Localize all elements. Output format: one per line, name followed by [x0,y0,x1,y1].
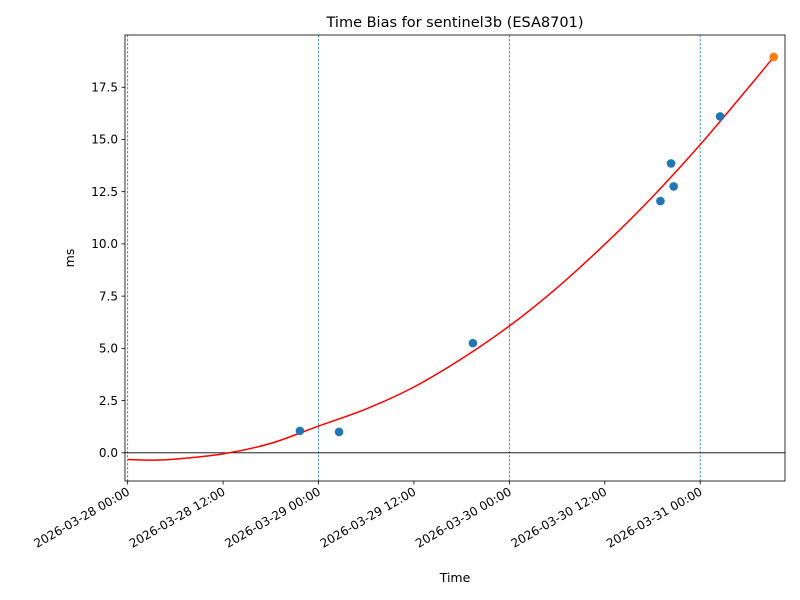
x-axis-label: Time [439,570,471,585]
data-point [334,427,344,437]
data-point [468,338,478,348]
data-point [669,182,678,191]
highlight-point [769,52,779,62]
data-point [666,159,676,168]
y-tick-label: 5.0 [99,342,118,356]
y-tick-label: 10.0 [91,237,118,251]
y-tick-label: 17.5 [91,80,118,94]
axes-frame [124,34,786,482]
y-tick-label: 0.0 [99,446,118,460]
y-tick-label: 15.0 [91,133,118,147]
data-point [295,426,305,436]
y-tick-label: 12.5 [91,185,118,199]
chart-title: Time Bias for sentinel3b (ESA8701) [326,15,584,31]
data-point [656,196,665,206]
y-tick-label: 2.5 [99,394,118,408]
y-axis-label: ms [62,249,77,268]
data-point [715,112,725,121]
fit-curve [127,56,775,461]
y-tick-label: 7.5 [99,289,118,303]
